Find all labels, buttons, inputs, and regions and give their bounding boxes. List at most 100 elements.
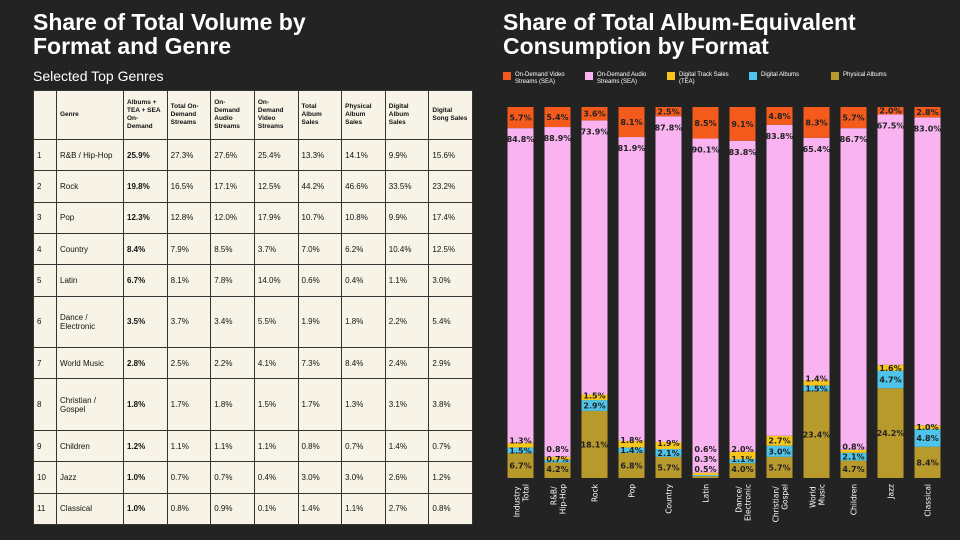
header-cell: On-Demand Video Streams xyxy=(253,90,299,140)
table-cell: 4 xyxy=(33,232,57,266)
bar-segment xyxy=(544,127,571,457)
table-cell: 10.8% xyxy=(341,201,386,234)
value-label: 67.5% xyxy=(877,121,905,130)
table-cell: 1.3% xyxy=(341,378,386,431)
bar-segment xyxy=(729,107,756,141)
value-label: 23.4% xyxy=(803,431,831,440)
value-label: 86.7% xyxy=(840,135,868,144)
table-cell: Children xyxy=(56,429,124,463)
value-label: 5.7% xyxy=(768,463,790,472)
bar-segment xyxy=(655,107,682,117)
value-label: 0.6% xyxy=(694,445,716,454)
table-cell: 13.3% xyxy=(297,138,343,172)
table-cell: 0.8% xyxy=(297,429,343,463)
bar-segment xyxy=(692,472,719,476)
value-label: 1.0% xyxy=(916,423,938,432)
table-cell: 1.1% xyxy=(210,429,255,463)
value-label: 90.1% xyxy=(692,146,720,155)
value-label: 2.0% xyxy=(731,445,753,454)
bar-segment xyxy=(692,107,719,139)
table: Genre Albums + TEA + SEA On-Demand Total O… xyxy=(33,90,473,526)
table-cell: 8.4% xyxy=(123,232,168,266)
table-cell: 25.9% xyxy=(123,138,168,172)
value-label: 81.9% xyxy=(618,144,646,153)
bar-segment xyxy=(914,446,941,478)
x-tick-label: Pop xyxy=(628,484,637,498)
table-row: 10 Jazz 1.0% 0.7% 0.7% 0.4% 3.0% 3.0% 2.6% 1.2% xyxy=(33,461,473,494)
value-label: 0.5% xyxy=(694,465,716,474)
bar-segment xyxy=(840,107,867,129)
value-label: 0.8% xyxy=(546,445,568,454)
table-cell: 3.7% xyxy=(253,232,299,266)
table-cell: 7 xyxy=(33,347,57,380)
table-cell: 14.0% xyxy=(253,264,299,297)
x-tick-label: Classical xyxy=(924,484,933,517)
legend-item: On-Demand Video Streams (SEA) xyxy=(503,72,571,86)
table-cell: 2.7% xyxy=(384,492,430,526)
legend-item: Digital Track Sales (TEA) xyxy=(667,72,735,86)
bar-segment xyxy=(803,107,830,138)
bar-segment xyxy=(766,435,793,446)
table-row: 4 Country 8.4% 7.9% 8.5% 3.7% 7.0% 6.2% 10.4% 12.… xyxy=(33,232,473,266)
table-cell: 3.7% xyxy=(166,295,212,349)
header-cell: Physical Album Sales xyxy=(341,90,386,140)
table-title: Share of Total Volume by Format and Genr… xyxy=(33,9,306,59)
bar-segment xyxy=(507,128,534,443)
table-cell: 17.1% xyxy=(210,170,255,203)
table-cell: R&B / Hip-Hop xyxy=(56,138,124,172)
table-cell: 25.4% xyxy=(253,138,299,172)
bar-segment xyxy=(914,107,941,118)
value-label: 4.0% xyxy=(731,465,753,474)
table-cell: 0.8% xyxy=(428,492,473,526)
table-cell: 2.9% xyxy=(428,347,473,380)
bar-segment xyxy=(877,107,904,115)
table-cell: 8 xyxy=(33,378,57,431)
table-cell: 3.5% xyxy=(123,295,168,349)
header-cell: On-Demand Audio Streams xyxy=(210,90,255,140)
value-label: 1.1% xyxy=(731,455,753,464)
legend-label: Physical Albums xyxy=(843,72,887,78)
table-cell: 0.1% xyxy=(253,492,299,526)
value-label: 18.1% xyxy=(581,440,609,449)
bar-segment xyxy=(766,445,793,457)
table-cell: 12.3% xyxy=(123,201,168,234)
bar-segment xyxy=(914,429,941,447)
x-tick-label: Latin xyxy=(702,484,711,503)
value-label: 0.3% xyxy=(694,455,716,464)
table-cell: Country xyxy=(56,232,124,266)
table-cell: 1.5% xyxy=(253,378,299,431)
value-label: 6.7% xyxy=(509,462,531,471)
value-label: 5.7% xyxy=(657,463,679,472)
value-label: 1.4% xyxy=(620,446,642,455)
table-cell: 46.6% xyxy=(341,170,386,203)
value-label: 4.8% xyxy=(768,112,790,121)
value-label: 8.5% xyxy=(694,119,716,128)
table-cell: 2.5% xyxy=(166,347,212,380)
table-cell: 1.8% xyxy=(341,295,386,349)
bar-segment xyxy=(729,451,756,460)
bar-segment xyxy=(618,447,645,453)
x-tick-label: Industry Total xyxy=(513,484,531,517)
bar-segment xyxy=(803,385,830,392)
value-label: 5.7% xyxy=(842,114,864,123)
bar-segment xyxy=(840,460,867,478)
legend-swatch xyxy=(585,72,593,80)
table-cell: 7.8% xyxy=(210,264,255,297)
value-label: 2.8% xyxy=(916,108,938,117)
value-label: 8.4% xyxy=(916,458,938,467)
table-row: 1 R&B / Hip-Hop 25.9% 27.3% 27.6% 25.4% 13.3% 1… xyxy=(33,138,473,172)
value-label: 1.5% xyxy=(509,446,531,455)
table-row: 8 Christian / Gospel 1.8% 1.7% 1.8% 1.5% 1.7% 1… xyxy=(33,378,473,431)
header-cell: Total Album Sales xyxy=(297,90,343,140)
value-label: 83.8% xyxy=(729,148,757,157)
value-label: 83.8% xyxy=(766,132,794,141)
header-cell: Digital Song Sales xyxy=(428,90,473,140)
table-row: 11 Classical 1.0% 0.8% 0.9% 0.1% 1.4% 1.1% 2.7% 0… xyxy=(33,492,473,526)
bar-segment xyxy=(507,442,534,448)
value-label: 87.8% xyxy=(655,123,683,132)
bar-segment xyxy=(544,107,571,128)
value-label: 4.2% xyxy=(546,465,568,474)
table-cell: 1.4% xyxy=(384,429,430,463)
legend-swatch xyxy=(831,72,839,80)
table-cell: 44.2% xyxy=(297,170,343,203)
